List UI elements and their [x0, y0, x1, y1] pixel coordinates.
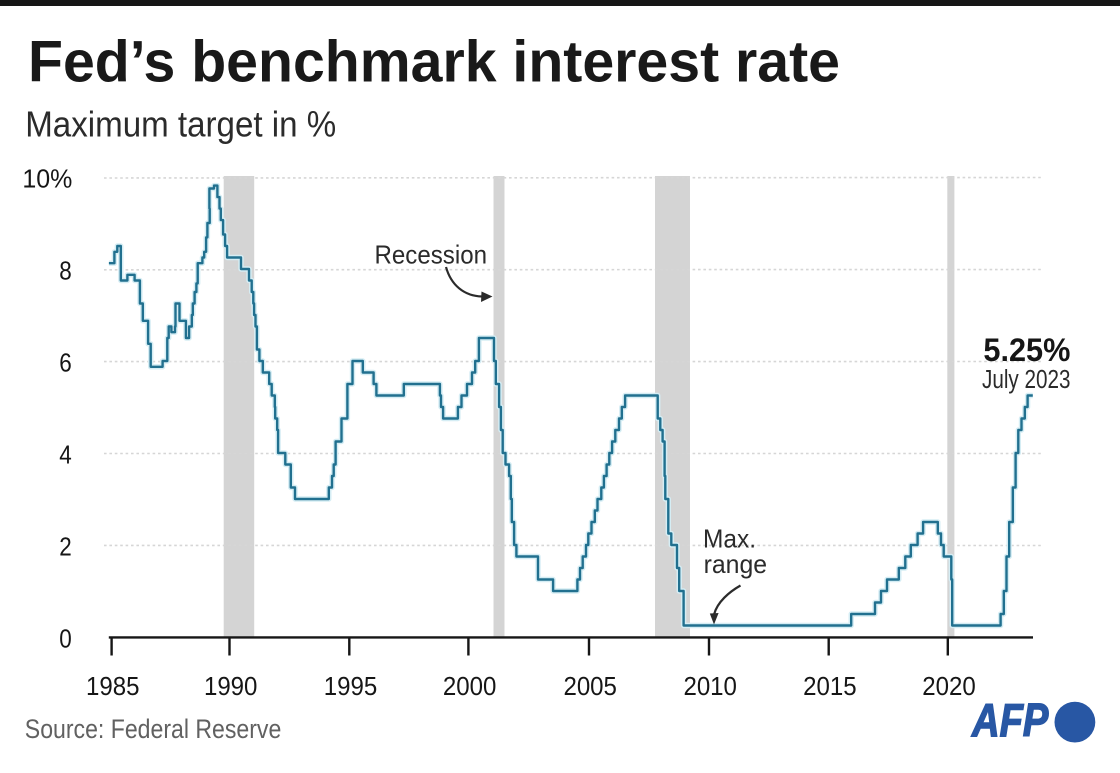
svg-text:2005: 2005	[563, 671, 617, 701]
svg-text:Source: Federal Reserve: Source: Federal Reserve	[25, 714, 282, 744]
svg-text:2020: 2020	[922, 671, 976, 701]
svg-text:2010: 2010	[683, 671, 737, 701]
svg-text:Maximum target in %: Maximum target in %	[25, 103, 336, 144]
svg-text:Recession: Recession	[375, 240, 488, 270]
svg-text:2000: 2000	[443, 671, 497, 701]
svg-text:July 2023: July 2023	[982, 366, 1071, 394]
svg-text:2015: 2015	[803, 671, 857, 701]
svg-text:Fed’s benchmark interest rate: Fed’s benchmark interest rate	[28, 30, 840, 95]
svg-text:0: 0	[59, 623, 72, 653]
svg-text:4: 4	[59, 439, 72, 469]
svg-text:AFP: AFP	[971, 694, 1049, 746]
svg-text:8: 8	[59, 255, 72, 285]
svg-text:5.25%: 5.25%	[983, 332, 1070, 368]
svg-text:1990: 1990	[204, 671, 258, 701]
svg-text:range: range	[704, 549, 768, 579]
svg-text:1985: 1985	[86, 671, 140, 701]
svg-text:2: 2	[59, 531, 72, 561]
svg-text:1995: 1995	[324, 671, 378, 701]
svg-text:10%: 10%	[22, 163, 72, 193]
svg-text:6: 6	[59, 347, 72, 377]
